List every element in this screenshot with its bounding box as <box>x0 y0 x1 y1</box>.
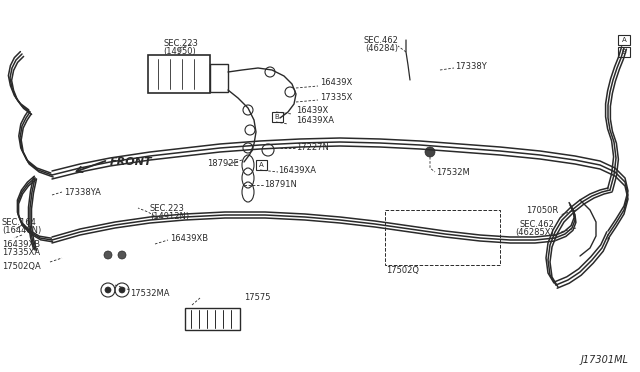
Text: B: B <box>621 49 627 55</box>
Text: J17301ML: J17301ML <box>580 355 628 365</box>
Bar <box>148 55 210 93</box>
Circle shape <box>105 287 111 293</box>
Circle shape <box>104 251 112 259</box>
Text: 17532M: 17532M <box>436 167 470 176</box>
Text: A: A <box>621 37 627 43</box>
Text: 17575: 17575 <box>244 294 271 302</box>
Text: 17338Y: 17338Y <box>455 61 487 71</box>
Text: B: B <box>275 114 280 120</box>
Text: 16439XB: 16439XB <box>2 240 40 248</box>
Text: (14912N): (14912N) <box>150 212 189 221</box>
Text: 17532MA: 17532MA <box>130 289 170 298</box>
Text: 17335X: 17335X <box>320 93 353 102</box>
Bar <box>210 64 228 92</box>
Text: A: A <box>259 162 264 168</box>
Text: 17050R: 17050R <box>525 205 558 215</box>
Text: 17502QA: 17502QA <box>2 262 41 270</box>
Bar <box>256 160 267 170</box>
Text: (16440N): (16440N) <box>2 225 41 234</box>
Text: SEC.462: SEC.462 <box>519 219 554 228</box>
Bar <box>618 47 630 57</box>
Circle shape <box>425 147 435 157</box>
Text: 16439XB: 16439XB <box>170 234 208 243</box>
Text: 17502Q: 17502Q <box>386 266 419 275</box>
Bar <box>385 210 500 265</box>
Text: 16439X: 16439X <box>296 106 328 115</box>
Text: SEC.462: SEC.462 <box>363 35 398 45</box>
Bar <box>618 35 630 45</box>
Text: 17338YA: 17338YA <box>64 187 101 196</box>
Text: (46285X): (46285X) <box>515 228 554 237</box>
Text: 16439X: 16439X <box>320 77 352 87</box>
Text: (14950): (14950) <box>163 46 196 55</box>
Circle shape <box>118 251 126 259</box>
Text: 18792E: 18792E <box>207 158 239 167</box>
Text: SEC.164: SEC.164 <box>2 218 37 227</box>
Text: 16439XA: 16439XA <box>278 166 316 174</box>
Text: 17227N: 17227N <box>296 142 329 151</box>
Text: SEC.223: SEC.223 <box>163 38 198 48</box>
Text: 17335XA: 17335XA <box>2 247 40 257</box>
Circle shape <box>119 287 125 293</box>
Bar <box>272 112 283 122</box>
Bar <box>185 308 240 330</box>
Text: SEC.223: SEC.223 <box>150 203 185 212</box>
Text: FRONT: FRONT <box>110 157 152 167</box>
Text: 16439XA: 16439XA <box>296 115 334 125</box>
Text: 18791N: 18791N <box>264 180 297 189</box>
Text: (46284): (46284) <box>365 44 398 52</box>
